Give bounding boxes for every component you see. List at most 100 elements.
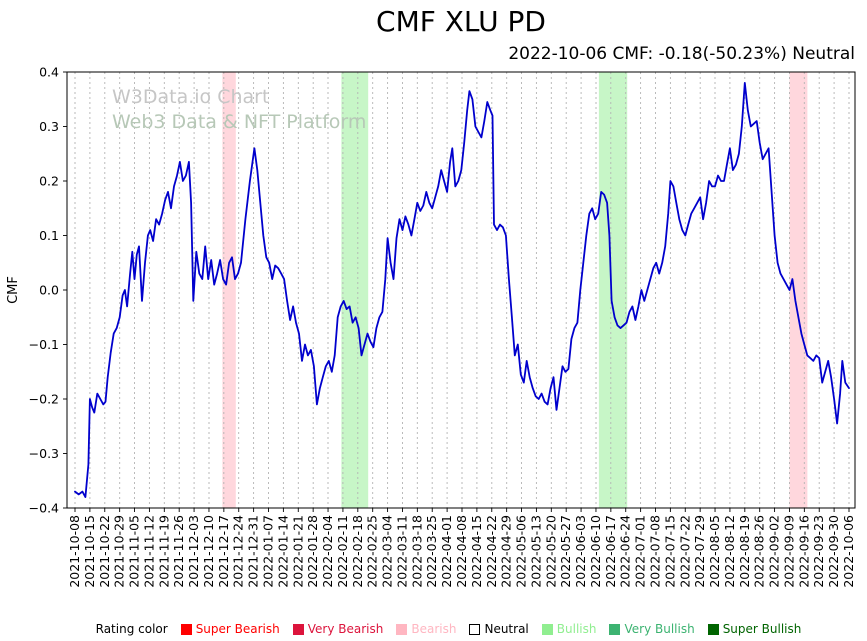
svg-text:2022-04-01: 2022-04-01 (439, 515, 454, 588)
svg-text:−0.4: −0.4 (29, 501, 59, 516)
svg-text:2022-08-26: 2022-08-26 (752, 515, 767, 588)
svg-text:−0.1: −0.1 (29, 337, 59, 352)
rating-band-bullish (341, 72, 369, 508)
svg-text:2021-12-17: 2021-12-17 (216, 515, 231, 588)
y-axis-ticks: 0.4 0.3 0.2 0.1 0.0 −0.1 −0.2 −0.3 −0.4 (29, 65, 67, 516)
svg-text:2022-04-22: 2022-04-22 (484, 515, 499, 588)
svg-text:2022-03-04: 2022-03-04 (380, 515, 395, 588)
svg-text:2022-06-17: 2022-06-17 (603, 515, 618, 588)
svg-text:−0.2: −0.2 (29, 392, 59, 407)
svg-text:2022-09-09: 2022-09-09 (781, 515, 796, 588)
svg-text:2021-12-03: 2021-12-03 (186, 515, 201, 588)
svg-text:0.4: 0.4 (39, 65, 59, 80)
svg-text:2021-12-10: 2021-12-10 (201, 515, 216, 588)
legend-item-label: Very Bearish (307, 622, 384, 636)
svg-text:2022-03-11: 2022-03-11 (394, 515, 409, 588)
svg-text:2022-02-18: 2022-02-18 (350, 515, 365, 588)
plot-gridlines (74, 72, 850, 508)
svg-text:2022-01-14: 2022-01-14 (275, 515, 290, 588)
svg-text:2022-01-21: 2022-01-21 (290, 515, 305, 588)
chart-subtitle: 2022-10-06 CMF: -0.18(-50.23%) Neutral (508, 44, 855, 64)
legend-item-label: Bearish (411, 622, 457, 636)
svg-text:−0.3: −0.3 (29, 446, 59, 461)
legend-item-label: Super Bearish (195, 622, 280, 636)
svg-text:2022-07-01: 2022-07-01 (633, 515, 648, 588)
svg-text:2022-02-25: 2022-02-25 (365, 515, 380, 588)
svg-text:2022-05-27: 2022-05-27 (558, 515, 573, 588)
legend-swatch (609, 623, 621, 635)
svg-text:2021-10-08: 2021-10-08 (67, 515, 82, 588)
svg-text:2022-09-23: 2022-09-23 (811, 515, 826, 588)
svg-text:2022-02-11: 2022-02-11 (335, 515, 350, 588)
legend-swatch (541, 623, 553, 635)
svg-text:2022-05-20: 2022-05-20 (543, 515, 558, 588)
legend-swatch (180, 623, 192, 635)
svg-text:2022-05-13: 2022-05-13 (528, 515, 543, 588)
svg-text:2021-11-26: 2021-11-26 (171, 515, 186, 588)
svg-text:2022-04-15: 2022-04-15 (469, 515, 484, 588)
legend-item-neutral: Neutral (469, 622, 529, 636)
legend-swatch (707, 623, 719, 635)
svg-text:2022-07-22: 2022-07-22 (677, 515, 692, 588)
svg-text:2022-08-19: 2022-08-19 (737, 515, 752, 588)
legend-item-super-bullish: Super Bullish (707, 622, 802, 636)
svg-text:2021-10-29: 2021-10-29 (112, 515, 127, 588)
plot-frame (66, 71, 856, 509)
watermark-line1: W3Data.io Chart (112, 86, 270, 108)
svg-text:2022-08-12: 2022-08-12 (722, 515, 737, 588)
svg-text:2022-03-25: 2022-03-25 (424, 515, 439, 588)
legend-item-bullish: Bullish (541, 622, 597, 636)
legend-item-very-bearish: Very Bearish (292, 622, 384, 636)
svg-text:0.2: 0.2 (39, 174, 59, 189)
page-title: CMF XLU PD (376, 5, 546, 38)
svg-text:2021-11-05: 2021-11-05 (127, 515, 142, 588)
svg-text:0.3: 0.3 (39, 119, 59, 134)
y-axis-label: CMF (6, 276, 21, 304)
svg-text:2021-12-24: 2021-12-24 (231, 515, 246, 588)
svg-text:2022-06-10: 2022-06-10 (588, 515, 603, 588)
svg-text:2022-04-08: 2022-04-08 (454, 515, 469, 588)
svg-text:0.0: 0.0 (39, 283, 59, 298)
svg-text:2022-02-04: 2022-02-04 (320, 515, 335, 588)
legend-item-label: Very Bullish (624, 622, 695, 636)
svg-text:2022-06-03: 2022-06-03 (573, 515, 588, 588)
svg-text:2021-11-19: 2021-11-19 (156, 515, 171, 588)
rating-bands (222, 72, 808, 508)
svg-text:2022-09-16: 2022-09-16 (796, 515, 811, 588)
legend-item-label: Neutral (484, 622, 529, 636)
rating-band-bullish (598, 72, 628, 508)
svg-text:2021-10-22: 2021-10-22 (97, 515, 112, 588)
rating-band-bearish (222, 72, 236, 508)
svg-text:2021-10-15: 2021-10-15 (82, 515, 97, 588)
watermark-line2: Web3 Data & NFT Platform (112, 111, 367, 133)
legend-item-very-bullish: Very Bullish (609, 622, 695, 636)
legend-item-super-bearish: Super Bearish (180, 622, 280, 636)
legend-swatch (396, 623, 408, 635)
svg-text:0.1: 0.1 (39, 228, 59, 243)
svg-text:2022-05-06: 2022-05-06 (514, 515, 529, 588)
svg-text:2022-10-06: 2022-10-06 (841, 515, 856, 588)
rating-color-legend: Rating color Super Bearish Very Bearish Be… (30, 620, 867, 638)
x-axis-ticks: 2021-10-08 2021-10-15 2021-10-22 2021-10-29… (67, 508, 856, 588)
svg-text:2022-08-05: 2022-08-05 (707, 515, 722, 588)
svg-text:2022-07-29: 2022-07-29 (692, 515, 707, 588)
rating-band-bearish (789, 72, 808, 508)
legend-swatch (469, 623, 481, 635)
svg-text:2022-01-07: 2022-01-07 (261, 515, 276, 588)
cmf-line (74, 82, 850, 498)
svg-text:2022-07-08: 2022-07-08 (648, 515, 663, 588)
legend-swatch (292, 623, 304, 635)
legend-item-label: Super Bullish (722, 622, 802, 636)
svg-text:2022-06-24: 2022-06-24 (618, 515, 633, 588)
svg-text:2022-03-18: 2022-03-18 (409, 515, 424, 588)
svg-text:2021-11-12: 2021-11-12 (141, 515, 156, 588)
legend-item-label: Bullish (556, 622, 597, 636)
svg-text:2021-12-31: 2021-12-31 (246, 515, 261, 588)
svg-text:2022-04-29: 2022-04-29 (499, 515, 514, 588)
legend-item-bearish: Bearish (396, 622, 456, 636)
svg-text:2022-07-15: 2022-07-15 (662, 515, 677, 588)
legend-label: Rating color (95, 622, 168, 636)
svg-text:2022-09-30: 2022-09-30 (826, 515, 841, 588)
